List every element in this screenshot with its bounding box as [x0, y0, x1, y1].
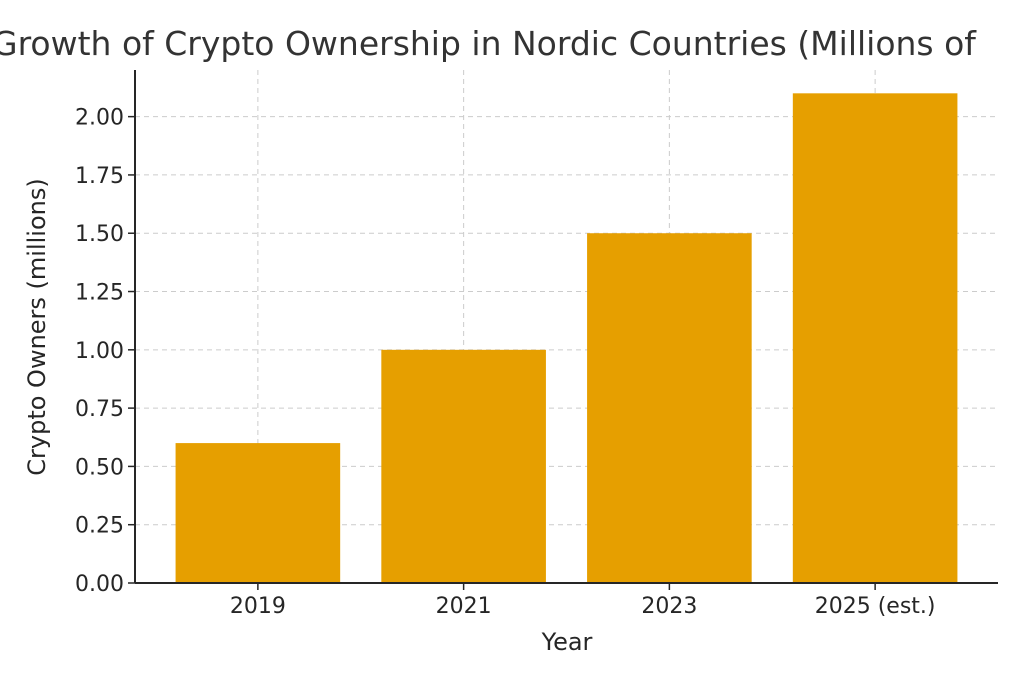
x-tick-label: 2021	[436, 594, 492, 619]
x-tick-label: 2025 (est.)	[815, 594, 936, 619]
axes	[134, 70, 998, 584]
y-axis-title: Crypto Owners (millions)	[23, 178, 51, 475]
bar-2025-est	[792, 93, 958, 584]
y-tick-label: 1.75	[75, 164, 124, 189]
y-ticks: 0.00 0.25 0.50 0.75 1.00 1.25 1.50 1.75 2.00	[75, 106, 135, 597]
y-tick-label: 1.00	[75, 339, 124, 364]
bar-2023	[587, 233, 752, 583]
x-axis-title: Year	[541, 628, 593, 656]
y-tick-label: 0.00	[75, 572, 124, 597]
x-tick-label: 2023	[641, 594, 697, 619]
chart-title: Growth of Crypto Ownership in Nordic Cou…	[0, 24, 977, 63]
bars	[175, 93, 958, 584]
y-tick-label: 2.00	[75, 106, 124, 131]
bar-2021	[381, 349, 546, 583]
y-tick-label: 0.25	[75, 514, 124, 539]
y-tick-label: 0.50	[75, 455, 124, 480]
y-tick-label: 1.50	[75, 222, 124, 247]
y-tick-label: 0.75	[75, 397, 124, 422]
x-ticks: 2019 2021 2023 2025 (est.)	[230, 583, 936, 619]
y-tick-label: 1.25	[75, 281, 124, 306]
x-tick-label: 2019	[230, 594, 286, 619]
bar-2019	[175, 443, 341, 583]
